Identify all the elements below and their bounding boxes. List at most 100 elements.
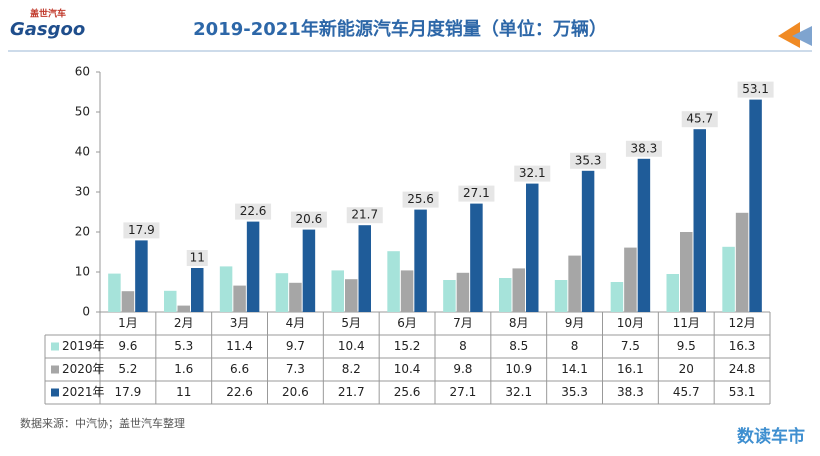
bar (512, 268, 525, 312)
bar (400, 270, 414, 312)
table-cell: 8.5 (509, 339, 528, 353)
logo-cn: 盖世汽车 (30, 8, 66, 20)
bar (666, 274, 679, 312)
bar (414, 209, 427, 312)
label-bg (186, 250, 208, 266)
label-bg (290, 211, 327, 228)
label-bg (737, 81, 774, 98)
x-tick-label: 7月 (453, 316, 473, 330)
table-cell: 10.9 (505, 362, 532, 376)
table-cell: 16.3 (729, 339, 756, 353)
bar (568, 255, 581, 312)
table-cell: 20 (679, 362, 694, 376)
label-bg (346, 207, 383, 224)
legend-label: 2020年 (62, 362, 105, 376)
x-tick-label: 11月 (673, 316, 700, 330)
bar (456, 272, 470, 312)
table-cell: 6.6 (230, 362, 249, 376)
arrow-deco (792, 26, 812, 46)
table-cell: 25.6 (394, 385, 421, 399)
bar (610, 282, 624, 312)
data-label: 45.7 (686, 112, 713, 126)
y-tick-label: 20 (75, 225, 90, 239)
table-cell: 24.8 (729, 362, 756, 376)
label-bg (625, 140, 662, 157)
x-tick-label: 2月 (174, 316, 194, 330)
label-bg (681, 111, 718, 128)
data-label: 25.6 (407, 192, 434, 206)
table-cell: 53.1 (729, 385, 756, 399)
x-tick-label: 5月 (341, 316, 361, 330)
y-tick-label: 30 (75, 185, 90, 199)
table-cell: 10.4 (394, 362, 421, 376)
x-tick-label: 4月 (286, 316, 306, 330)
label-bg (235, 203, 272, 220)
x-tick-label: 1月 (118, 316, 138, 330)
table-cell: 7.3 (286, 362, 305, 376)
bar (499, 278, 512, 312)
label-bg (570, 152, 607, 169)
table-cell: 22.6 (226, 385, 253, 399)
data-label: 11 (190, 251, 205, 265)
bar (121, 291, 135, 312)
y-tick-label: 0 (82, 305, 90, 319)
table-cell: 8 (459, 339, 467, 353)
y-tick-label: 10 (75, 265, 90, 279)
x-tick-label: 10月 (617, 316, 644, 330)
bar (387, 251, 400, 312)
arrow-deco (778, 22, 800, 48)
data-label: 20.6 (296, 212, 323, 226)
table-cell: 11.4 (226, 339, 253, 353)
table-cell: 27.1 (450, 385, 477, 399)
x-tick-label: 9月 (565, 316, 585, 330)
table-cell: 9.5 (677, 339, 696, 353)
legend-swatch (51, 342, 59, 351)
bar (693, 129, 706, 312)
y-tick-label: 60 (75, 65, 90, 79)
bar (302, 229, 316, 312)
bar (177, 305, 190, 312)
data-label: 22.6 (240, 204, 267, 218)
table-cell: 10.4 (338, 339, 365, 353)
source: 数据来源：中汽协；盖世汽车整理 (20, 416, 185, 430)
bar (219, 266, 233, 312)
y-tick-label: 40 (75, 145, 90, 159)
label-bg (123, 222, 160, 239)
label-bg (458, 185, 495, 202)
table-cell: 38.3 (617, 385, 644, 399)
table-cell: 20.6 (282, 385, 309, 399)
table-cell: 5.2 (118, 362, 137, 376)
bar (358, 225, 371, 312)
bar (624, 247, 637, 312)
data-label: 17.9 (128, 223, 155, 237)
x-tick-label: 6月 (397, 316, 417, 330)
table-cell: 5.3 (174, 339, 193, 353)
bar (470, 203, 483, 312)
bar (191, 268, 204, 312)
table-cell: 1.6 (174, 362, 193, 376)
x-tick-label: 12月 (728, 316, 755, 330)
bar (275, 273, 289, 312)
table-cell: 9.6 (118, 339, 137, 353)
data-label: 35.3 (575, 153, 602, 167)
data-label: 21.7 (351, 208, 378, 222)
table-cell: 16.1 (617, 362, 644, 376)
bar (637, 158, 651, 312)
table-cell: 8.2 (342, 362, 361, 376)
table-cell: 7.5 (621, 339, 640, 353)
brand: 数读车市 (737, 426, 805, 447)
bar (331, 270, 344, 312)
x-tick-label: 3月 (230, 316, 250, 330)
bar (526, 183, 539, 312)
legend-label: 2021年 (62, 385, 105, 399)
data-label: 27.1 (463, 186, 490, 200)
data-label: 38.3 (631, 141, 658, 155)
table-cell: 9.7 (286, 339, 305, 353)
table-cell: 11 (176, 385, 191, 399)
logo: Gasgoo (10, 19, 85, 40)
legend-label: 2019年 (62, 339, 105, 353)
bar (680, 232, 693, 312)
bar (554, 280, 568, 312)
bar (749, 99, 762, 312)
